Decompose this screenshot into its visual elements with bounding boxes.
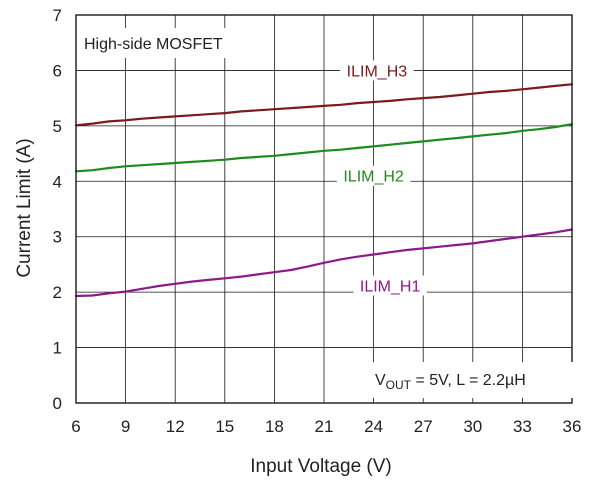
series-label-ilim-h2: ILIM_H2 [343, 169, 404, 186]
y-tick-label: 6 [53, 61, 62, 80]
y-tick-label: 1 [53, 339, 62, 358]
y-tick-label: 2 [53, 283, 62, 302]
x-tick-label: 24 [364, 417, 383, 436]
y-tick-label: 5 [53, 117, 62, 136]
series-label-bg [353, 275, 427, 296]
annotation-vout-l: VOUT = 5V, L = 2.2µH [375, 372, 526, 392]
series-label-ilim-h3: ILIM_H3 [347, 63, 408, 80]
series-line-ilim-h1 [74, 228, 574, 298]
x-tick-label: 30 [463, 417, 482, 436]
y-tick-label: 0 [53, 394, 62, 413]
annotation-vout-subscript: OUT [386, 378, 412, 392]
series-labels: ILIM_H3 ILIM_H2 ILIM_H1 [336, 60, 427, 296]
y-tick-label: 3 [53, 228, 62, 247]
y-tick-label: 4 [53, 172, 62, 191]
x-tick-label: 12 [166, 417, 185, 436]
annotation-vout-prefix: V [375, 372, 386, 389]
series-label-bg [340, 60, 414, 81]
annotation-vout-rest: = 5V, L = 2.2µH [411, 372, 526, 389]
x-tick-label: 6 [71, 417, 80, 436]
series-line-ilim-h3 [74, 83, 574, 127]
x-tick-label: 21 [315, 417, 334, 436]
series-lines [74, 83, 574, 298]
x-axis-title: Input Voltage (V) [250, 456, 392, 477]
series-label-ilim-h1: ILIM_H1 [360, 278, 421, 295]
series-label-bg [336, 165, 411, 186]
annotation-bottom-right-box [368, 362, 573, 398]
x-tick-label: 27 [414, 417, 433, 436]
x-tick-labels: 6 9 12 15 18 21 24 27 30 33 36 [71, 417, 581, 436]
plot-frame [75, 14, 573, 404]
x-tick-label: 9 [121, 417, 130, 436]
x-tick-label: 15 [215, 417, 234, 436]
annotation-high-side-mosfet: High-side MOSFET [84, 36, 223, 53]
y-tick-label: 7 [53, 6, 62, 25]
x-tick-label: 36 [563, 417, 582, 436]
series-line-ilim-h2 [74, 123, 574, 173]
gridlines [75, 14, 573, 404]
x-tick-label: 18 [265, 417, 284, 436]
annotation-top-left-box [78, 28, 268, 58]
x-tick-label: 33 [513, 417, 532, 436]
y-tick-labels: 0 1 2 3 4 5 6 7 [53, 6, 62, 413]
y-axis-title: Current Limit (A) [14, 138, 35, 277]
